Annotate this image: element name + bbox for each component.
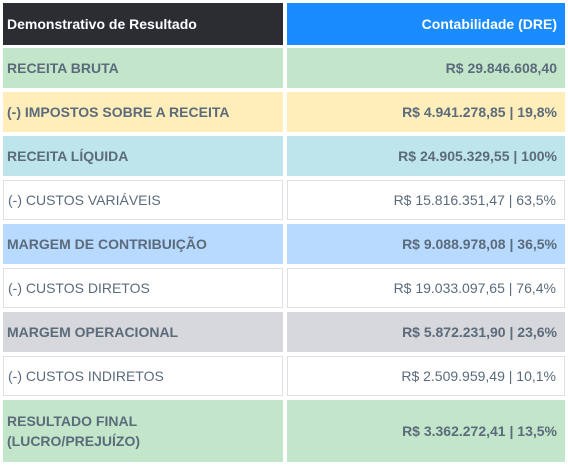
row-label: RESULTADO FINAL (LUCRO/PREJUÍZO) <box>3 400 283 462</box>
row-value: R$ 29.846.608,40 <box>287 48 565 88</box>
row-label: MARGEM OPERACIONAL <box>3 312 283 352</box>
row-value: R$ 2.509.959,49 | 10,1% <box>287 356 565 396</box>
row-label: RECEITA BRUTA <box>3 48 283 88</box>
header-cell: Contabilidade (DRE) <box>287 3 565 45</box>
row-label: (-) IMPOSTOS SOBRE A RECEITA <box>3 92 283 132</box>
header-cell: Demonstrativo de Resultado <box>3 3 283 45</box>
row-label: (-) CUSTOS INDIRETOS <box>3 356 283 396</box>
row-label: MARGEM DE CONTRIBUIÇÃO <box>3 224 283 264</box>
row-value: R$ 9.088.978,08 | 36,5% <box>287 224 565 264</box>
row-label: (-) CUSTOS VARIÁVEIS <box>3 180 283 220</box>
row-value: R$ 5.872.231,90 | 23,6% <box>287 312 565 352</box>
row-value: R$ 19.033.097,65 | 76,4% <box>287 268 565 308</box>
row-label: (-) CUSTOS DIRETOS <box>3 268 283 308</box>
row-value: R$ 4.941.278,85 | 19,8% <box>287 92 565 132</box>
row-value: R$ 15.816.351,47 | 63,5% <box>287 180 565 220</box>
row-value: R$ 24.905.329,55 | 100% <box>287 136 565 176</box>
row-label: RECEITA LÍQUIDA <box>3 136 283 176</box>
row-value: R$ 3.362.272,41 | 13,5% <box>287 400 565 462</box>
